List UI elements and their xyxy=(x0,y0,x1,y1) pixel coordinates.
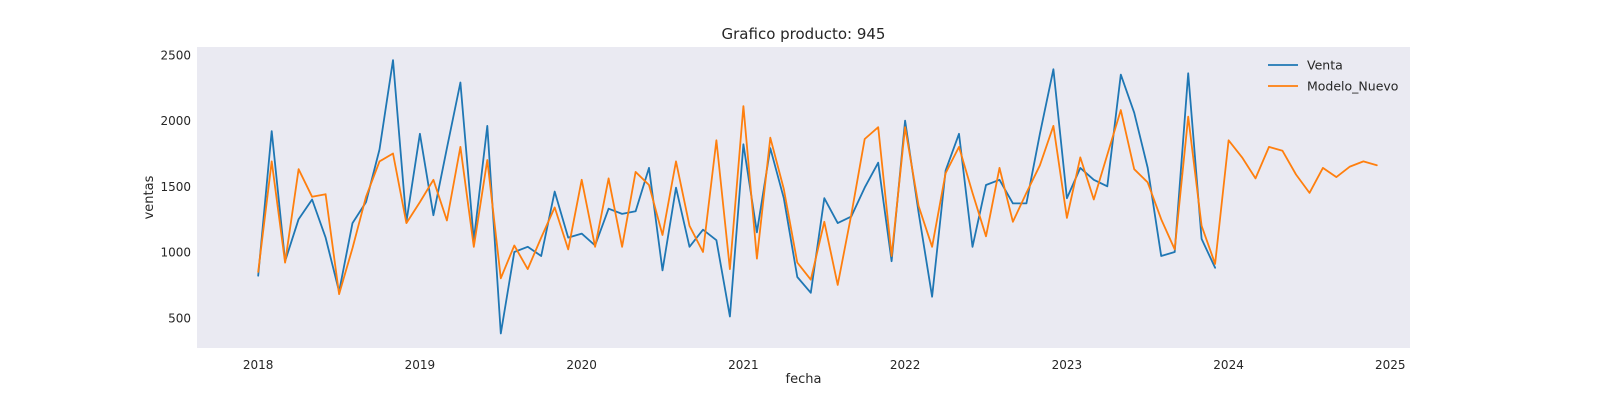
x-tick-label: 2019 xyxy=(405,358,436,372)
plot-area xyxy=(197,47,1410,348)
y-tick-label: 2000 xyxy=(160,114,191,128)
series-line-venta xyxy=(257,59,1216,335)
x-tick-label: 2023 xyxy=(1052,358,1083,372)
x-tick-label: 2020 xyxy=(566,358,597,372)
y-tick-label: 1500 xyxy=(160,180,191,194)
x-tick-label: 2024 xyxy=(1213,358,1244,372)
x-tick-label: 2021 xyxy=(728,358,759,372)
legend-entry: Venta xyxy=(1307,58,1343,73)
legend: Venta Modelo_Nuevo xyxy=(1268,58,1398,94)
y-tick-label: 2500 xyxy=(160,48,191,62)
chart-title: Grafico producto: 945 xyxy=(722,25,886,43)
x-tick-label: 2022 xyxy=(890,358,921,372)
y-tick-label: 1000 xyxy=(160,246,191,260)
series-lines xyxy=(257,59,1378,335)
axis-ticks: 2018 2019 2020 2021 2022 2023 2024 2025 500 1000 1… xyxy=(160,48,1405,372)
x-tick-label: 2018 xyxy=(243,358,274,372)
y-tick-label: 500 xyxy=(168,311,191,325)
legend-entry: Modelo_Nuevo xyxy=(1307,79,1398,94)
x-tick-label: 2025 xyxy=(1375,358,1406,372)
series-line-modelo-nuevo xyxy=(257,105,1378,296)
x-axis-label: fecha xyxy=(786,372,822,387)
y-axis-label: ventas xyxy=(142,175,157,219)
